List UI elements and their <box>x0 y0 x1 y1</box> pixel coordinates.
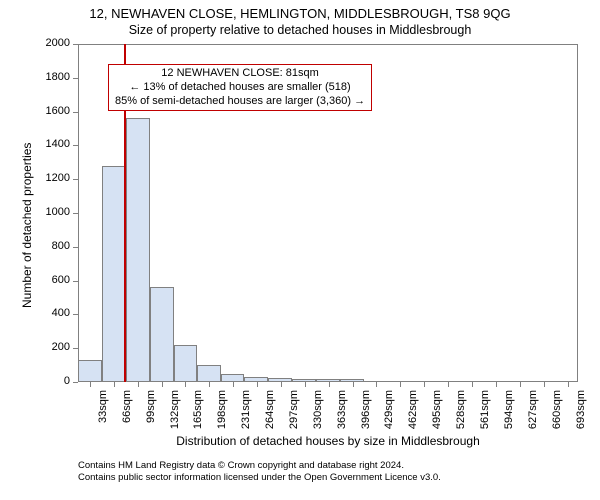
x-tick-label: 528sqm <box>455 390 467 430</box>
histogram-bar <box>150 287 174 382</box>
plot-area: 12 NEWHAVEN CLOSE: 81sqm← 13% of detache… <box>78 44 578 382</box>
annotation-box: 12 NEWHAVEN CLOSE: 81sqm← 13% of detache… <box>108 64 372 111</box>
x-tick <box>162 382 163 387</box>
x-tick-label: 264sqm <box>264 390 276 430</box>
x-tick-label: 594sqm <box>503 390 515 430</box>
footer: Contains HM Land Registry data © Crown c… <box>78 460 441 484</box>
x-tick <box>90 382 91 387</box>
footer-line2: Contains public sector information licen… <box>78 472 441 484</box>
x-tick <box>472 382 473 387</box>
x-tick-label: 660sqm <box>551 390 563 430</box>
histogram-bar <box>78 360 102 382</box>
histogram-bar <box>102 166 126 382</box>
x-tick-label: 627sqm <box>527 390 539 430</box>
histogram-bar <box>221 374 245 382</box>
annotation-line: ← 13% of detached houses are smaller (51… <box>115 81 365 95</box>
x-tick <box>448 382 449 387</box>
footer-line1: Contains HM Land Registry data © Crown c… <box>78 460 441 472</box>
x-tick-label: 165sqm <box>192 390 204 430</box>
x-tick <box>353 382 354 387</box>
y-tick <box>73 247 78 248</box>
y-tick-label: 1800 <box>36 71 70 83</box>
x-tick <box>544 382 545 387</box>
x-tick-label: 198sqm <box>216 390 228 430</box>
y-tick <box>73 179 78 180</box>
y-tick <box>73 213 78 214</box>
x-tick-label: 462sqm <box>407 390 419 430</box>
x-tick <box>305 382 306 387</box>
x-tick <box>233 382 234 387</box>
x-tick <box>400 382 401 387</box>
annotation-line: 12 NEWHAVEN CLOSE: 81sqm <box>115 67 365 81</box>
x-tick-label: 297sqm <box>288 390 300 430</box>
y-tick <box>73 382 78 383</box>
y-tick <box>73 145 78 146</box>
x-tick-label: 429sqm <box>383 390 395 430</box>
x-tick <box>209 382 210 387</box>
y-tick-label: 200 <box>36 341 70 353</box>
y-tick-label: 1200 <box>36 172 70 184</box>
y-tick-label: 1000 <box>36 206 70 218</box>
x-tick <box>114 382 115 387</box>
figure: 12, NEWHAVEN CLOSE, HEMLINGTON, MIDDLESB… <box>0 0 600 500</box>
y-tick-label: 400 <box>36 307 70 319</box>
y-tick-label: 600 <box>36 274 70 286</box>
y-tick-label: 1600 <box>36 105 70 117</box>
x-tick-label: 99sqm <box>145 390 157 430</box>
annotation-line: 85% of semi-detached houses are larger (… <box>115 95 365 109</box>
x-tick-label: 66sqm <box>121 390 133 430</box>
y-tick <box>73 44 78 45</box>
y-tick-label: 800 <box>36 240 70 252</box>
figure-subtitle: Size of property relative to detached ho… <box>0 21 600 37</box>
x-tick <box>281 382 282 387</box>
y-tick <box>73 112 78 113</box>
x-tick-label: 495sqm <box>431 390 443 430</box>
x-tick <box>138 382 139 387</box>
x-tick-label: 363sqm <box>336 390 348 430</box>
y-tick <box>73 348 78 349</box>
histogram-bar <box>197 365 221 382</box>
x-tick <box>257 382 258 387</box>
histogram-bar <box>126 118 150 382</box>
x-axis-label: Distribution of detached houses by size … <box>168 434 488 448</box>
x-tick-label: 132sqm <box>169 390 181 430</box>
x-tick-label: 231sqm <box>240 390 252 430</box>
y-tick-label: 0 <box>36 375 70 387</box>
x-tick-label: 396sqm <box>360 390 372 430</box>
x-tick <box>520 382 521 387</box>
x-tick <box>185 382 186 387</box>
histogram-bar <box>174 345 198 382</box>
x-tick <box>568 382 569 387</box>
x-tick <box>376 382 377 387</box>
y-axis-label: Number of detached properties <box>20 143 34 308</box>
x-tick <box>329 382 330 387</box>
y-tick <box>73 314 78 315</box>
x-tick-label: 33sqm <box>97 390 109 430</box>
y-tick <box>73 78 78 79</box>
x-tick-label: 561sqm <box>479 390 491 430</box>
x-tick <box>424 382 425 387</box>
x-tick-label: 693sqm <box>575 390 587 430</box>
y-tick-label: 2000 <box>36 37 70 49</box>
y-tick-label: 1400 <box>36 138 70 150</box>
figure-title: 12, NEWHAVEN CLOSE, HEMLINGTON, MIDDLESB… <box>0 0 600 21</box>
x-tick-label: 330sqm <box>312 390 324 430</box>
y-tick <box>73 281 78 282</box>
x-tick <box>496 382 497 387</box>
